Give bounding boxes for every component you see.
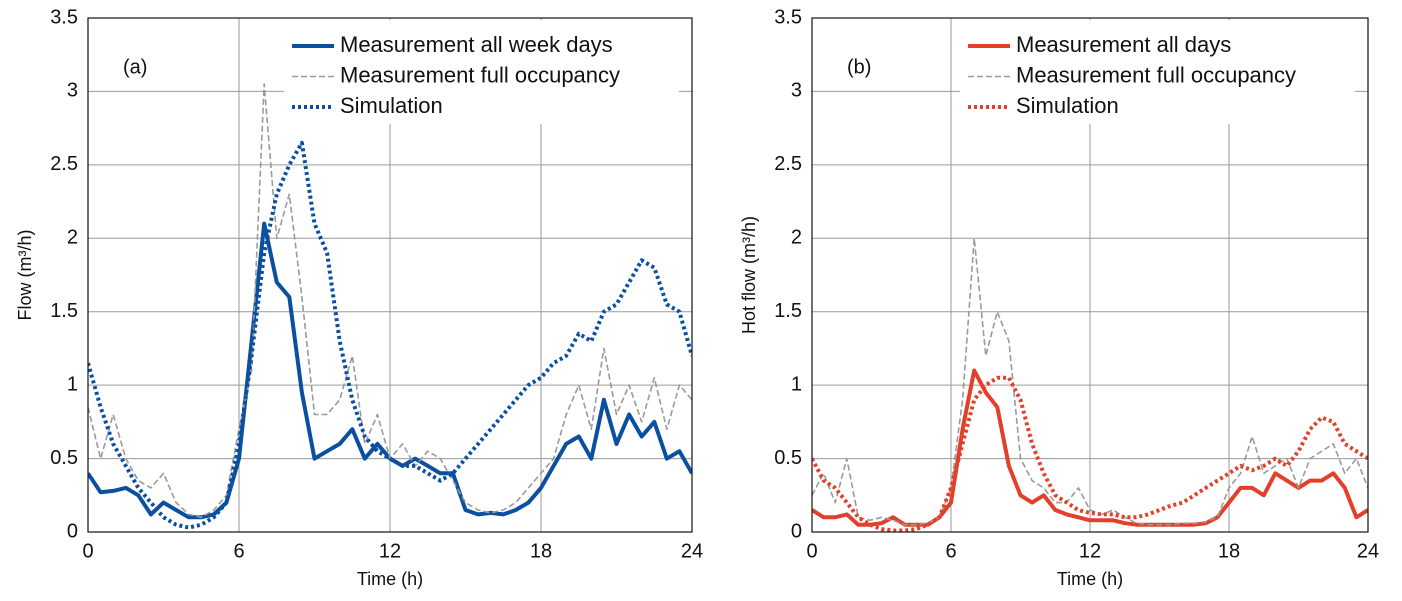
x-tick-label: 18 [530,540,552,562]
y-tick-label: 2 [791,227,802,249]
x-tick-label: 0 [82,540,93,562]
y-axis-label: Flow (m³/h) [15,230,35,321]
y-axis-label: Hot flow (m³/h) [739,216,759,334]
plot: 0 0.5 1 1.5 2 2.5 3 3.5 0 6 12 18 24 Time (h) Hot flow… [739,6,1379,588]
y-tick-label: 1 [67,373,78,395]
x-tick-label: 18 [1218,540,1240,562]
y-tick-label: 1.5 [50,300,78,322]
y-tick-label: 1.5 [774,300,802,322]
annotation: (a) [123,56,147,78]
y-tick-label: 0.5 [774,447,802,469]
legend-label: Measurement all days [1016,32,1231,57]
plot-frame [811,17,1369,533]
plot: 0 0.5 1 1.5 2 2.5 3 3.5 0 6 12 18 24 Time (h) Flow (m³… [15,6,703,588]
legend-background [960,20,1355,124]
y-tick-label: 0.5 [50,447,78,469]
y-tick-label: 3.5 [774,6,802,28]
legend-background [284,20,679,124]
x-tick-label: 6 [945,540,956,562]
y-tick-label: 3 [791,80,802,102]
data-line [812,375,1368,532]
data-line [812,237,1368,526]
x-tick-label: 24 [681,540,703,562]
y-tick-label: 0 [67,520,78,542]
legend-label: Simulation [340,93,443,118]
y-tick-label: 3.5 [50,6,78,28]
y-tick-label: 2.5 [50,153,78,175]
x-tick-label: 12 [379,540,401,562]
annotation: (b) [847,56,871,78]
y-tick-label: 2 [67,227,78,249]
x-tick-label: 6 [233,540,244,562]
legend-label: Simulation [1016,93,1119,118]
legend-label: Measurement full occupancy [1016,62,1296,87]
data-line [88,83,692,519]
legend-label: Measurement all week days [340,32,613,57]
y-tick-label: 0 [791,520,802,542]
plot-frame [87,17,693,533]
y-tick-label: 2.5 [774,153,802,175]
x-axis-label: Time (h) [1057,569,1123,589]
legend-label: Measurement full occupancy [340,62,620,87]
y-tick-label: 3 [67,80,78,102]
x-axis-label: Time (h) [357,569,423,589]
y-tick-label: 1 [791,373,802,395]
x-tick-label: 12 [1079,540,1101,562]
x-tick-label: 24 [1357,540,1379,562]
x-tick-label: 0 [806,540,817,562]
